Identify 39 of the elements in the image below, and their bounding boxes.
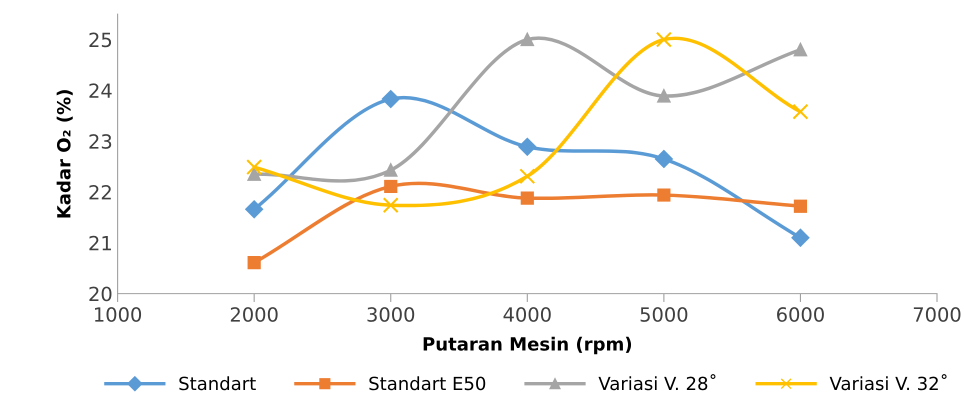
point bbox=[518, 138, 536, 156]
x-tick-label: 3000 bbox=[367, 307, 414, 322]
y-tick-label: 21 bbox=[89, 236, 111, 250]
point bbox=[519, 168, 536, 184]
y-tick-label: 20 bbox=[89, 286, 112, 302]
y-tick-label: 24 bbox=[89, 83, 112, 98]
point bbox=[384, 180, 398, 194]
y-tick-label: 22 bbox=[89, 184, 111, 200]
point bbox=[792, 104, 808, 120]
point bbox=[794, 43, 808, 56]
y-tick-label: 23 bbox=[89, 134, 112, 149]
point bbox=[654, 150, 673, 168]
point bbox=[520, 32, 534, 46]
x-tick-label: 1000 bbox=[95, 307, 142, 322]
x-tick-label: 7000 bbox=[914, 307, 960, 322]
point bbox=[245, 200, 264, 218]
legend-label: Standart bbox=[179, 376, 256, 390]
point bbox=[246, 159, 262, 176]
point bbox=[248, 256, 261, 270]
y-tick-label: 25 bbox=[89, 32, 112, 48]
x-tick-label: 4000 bbox=[504, 307, 551, 322]
point bbox=[382, 197, 399, 214]
y-axis-title: Kadar O₂ (%) bbox=[56, 90, 73, 218]
point bbox=[382, 90, 400, 108]
point bbox=[657, 89, 670, 103]
point bbox=[792, 228, 810, 247]
legend-label: Variasi V. 32˚ bbox=[830, 374, 947, 390]
point bbox=[248, 168, 261, 181]
x-tick-label: 5000 bbox=[640, 307, 688, 322]
x-tick-label: 2000 bbox=[230, 307, 278, 322]
legend-label: Variasi V. 28˚ bbox=[598, 374, 716, 390]
legend-label: Standart E50 bbox=[369, 376, 486, 390]
point bbox=[384, 164, 398, 177]
point bbox=[794, 200, 808, 213]
point bbox=[520, 192, 534, 205]
point bbox=[656, 32, 672, 48]
point bbox=[657, 188, 670, 202]
x-tick-label: 6000 bbox=[777, 307, 824, 322]
x-axis-title: Putaran Mesin (rpm) bbox=[424, 336, 632, 354]
